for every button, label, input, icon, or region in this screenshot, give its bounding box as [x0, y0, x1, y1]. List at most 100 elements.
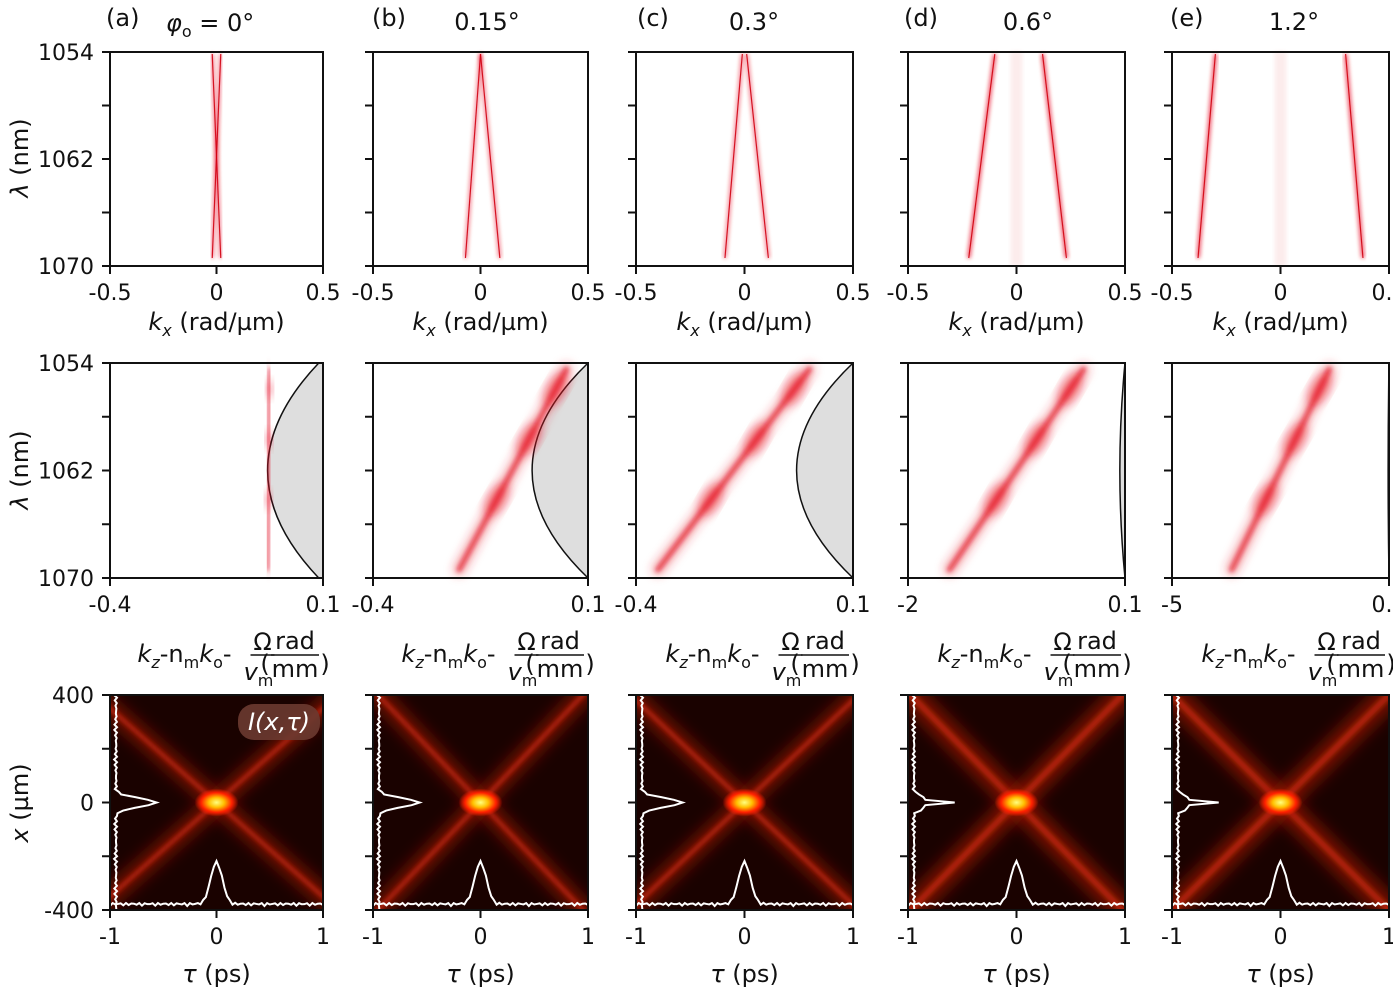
x-tick-label: 0 [1010, 281, 1024, 306]
paren-open: ( [790, 650, 799, 678]
hot-spot [194, 788, 239, 817]
vm-symbol: vm [1044, 658, 1074, 690]
intensity-map [373, 695, 588, 910]
x-profile [910, 695, 955, 910]
unit-mm: mm [272, 655, 319, 683]
x-tick-label: 0.5 [1108, 281, 1143, 306]
x-profile [638, 695, 686, 910]
angle-label: 0.3° [729, 8, 779, 36]
paren-close: ) [1386, 650, 1393, 678]
tau-profile [373, 858, 588, 908]
spectral-branch-core [746, 53, 769, 259]
x-tick-label: 0.1 [1108, 593, 1143, 618]
tau-profile [1172, 858, 1389, 908]
spectral-branch-core [1345, 53, 1364, 259]
unit-rad: rad [540, 627, 580, 655]
x-tick-label: -2 [897, 593, 919, 618]
x-tick-label: 0 [1274, 281, 1288, 306]
paren-close: ) [1122, 650, 1131, 678]
x-tick-label: 0.5 [306, 281, 341, 306]
x-tick-label: 0.1 [1372, 593, 1393, 618]
panel-letter: (b) [372, 4, 406, 32]
y-tick-label: 400 [52, 684, 94, 709]
x-tick-label: 0.1 [306, 593, 341, 618]
kz-axis-label: kz-nmko- [137, 640, 231, 672]
lambda-axis-label: λ (nm) [6, 430, 34, 511]
spectral-blob [1253, 483, 1278, 516]
hot-spot [722, 788, 767, 817]
hot-spot [994, 788, 1039, 817]
center-band [1274, 52, 1287, 266]
y-tick-label: 1070 [38, 255, 94, 280]
x-tick-label: 0 [474, 281, 488, 306]
y-tick-label: 1062 [38, 460, 94, 485]
spectral-blob [484, 483, 509, 516]
spectral-branch-core [211, 53, 222, 259]
x-axis-label: x (µm) [6, 763, 34, 843]
intensity-map [636, 695, 853, 910]
kz-axis-label: kz-nmko- [937, 640, 1031, 672]
panel-letter: (e) [1170, 4, 1204, 32]
omega-symbol: Ω [253, 628, 271, 656]
spectral-branch-core [1197, 53, 1216, 259]
tau-axis-label: τ (ps) [710, 960, 779, 988]
y-tick-label: 1054 [38, 41, 94, 66]
spectral-blob [984, 483, 1009, 516]
y-tick-label: 1070 [38, 567, 94, 592]
paren-close: ) [320, 650, 329, 678]
unit-mm: mm [1074, 655, 1121, 683]
angle-label: 0.6° [1003, 8, 1053, 36]
omega-symbol: Ω [517, 628, 535, 656]
tau-profile [636, 858, 853, 908]
x-tick-label: 1 [846, 925, 860, 950]
spectral-branch-core [724, 53, 743, 259]
x-tick-label: 0 [210, 925, 224, 950]
x-tick-label: -0.4 [615, 593, 658, 618]
tau-axis-label: τ (ps) [182, 960, 251, 988]
x-axis-label: kx (rad/µm) [1212, 308, 1348, 340]
x-tick-label: 0.1 [571, 593, 606, 618]
tau-axis-label: τ (ps) [982, 960, 1051, 988]
x-tick-label: 1 [316, 925, 330, 950]
paren-close: ) [585, 650, 594, 678]
vm-symbol: vm [244, 658, 274, 690]
light-cone-boundary [1119, 362, 1126, 579]
kz-axis-label: kz-nmko- [1201, 640, 1295, 672]
x-tick-label: -1 [625, 925, 647, 950]
paren-open: ( [1326, 650, 1335, 678]
paren-open: ( [525, 650, 534, 678]
tau-profile [908, 858, 1125, 908]
angle-label: 1.2° [1269, 8, 1319, 36]
x-tick-label: -1 [362, 925, 384, 950]
omega-symbol: Ω [1317, 628, 1335, 656]
spectral-kx-panel [372, 51, 589, 267]
x-axis-label: kx (rad/µm) [148, 308, 284, 340]
x-tick-label: -5 [1161, 593, 1183, 618]
x-tick-label: 0 [210, 281, 224, 306]
intensity-map [1172, 695, 1389, 910]
intensity-badge [238, 704, 320, 740]
x-tick-label: 0.5 [836, 281, 871, 306]
x-profile [112, 695, 160, 910]
x-tick-label: 1 [1118, 925, 1132, 950]
x-tick-label: -0.5 [352, 281, 395, 306]
angle-label: 0.15° [454, 8, 519, 36]
x-tick-label: -1 [1161, 925, 1183, 950]
panel-letter: (c) [637, 4, 669, 32]
intensity-map [908, 695, 1125, 910]
light-cone-boundary [796, 362, 854, 579]
intensity-badge-label: I(x,τ) [248, 708, 310, 736]
spectral-blob [744, 423, 769, 456]
x-tick-label: -1 [99, 925, 121, 950]
light-cone-region [267, 363, 323, 578]
angle-label: φo = 0° [166, 9, 254, 41]
spectral-branch-core [968, 53, 996, 259]
spectral-blob [1024, 423, 1049, 456]
hot-spot [458, 788, 503, 817]
spectral-blob [1283, 423, 1308, 456]
vm-symbol: vm [772, 658, 802, 690]
x-tick-label: -0.4 [89, 593, 132, 618]
x-tick-label: 0 [1010, 925, 1024, 950]
lambda-axis-label: λ (nm) [6, 118, 34, 199]
